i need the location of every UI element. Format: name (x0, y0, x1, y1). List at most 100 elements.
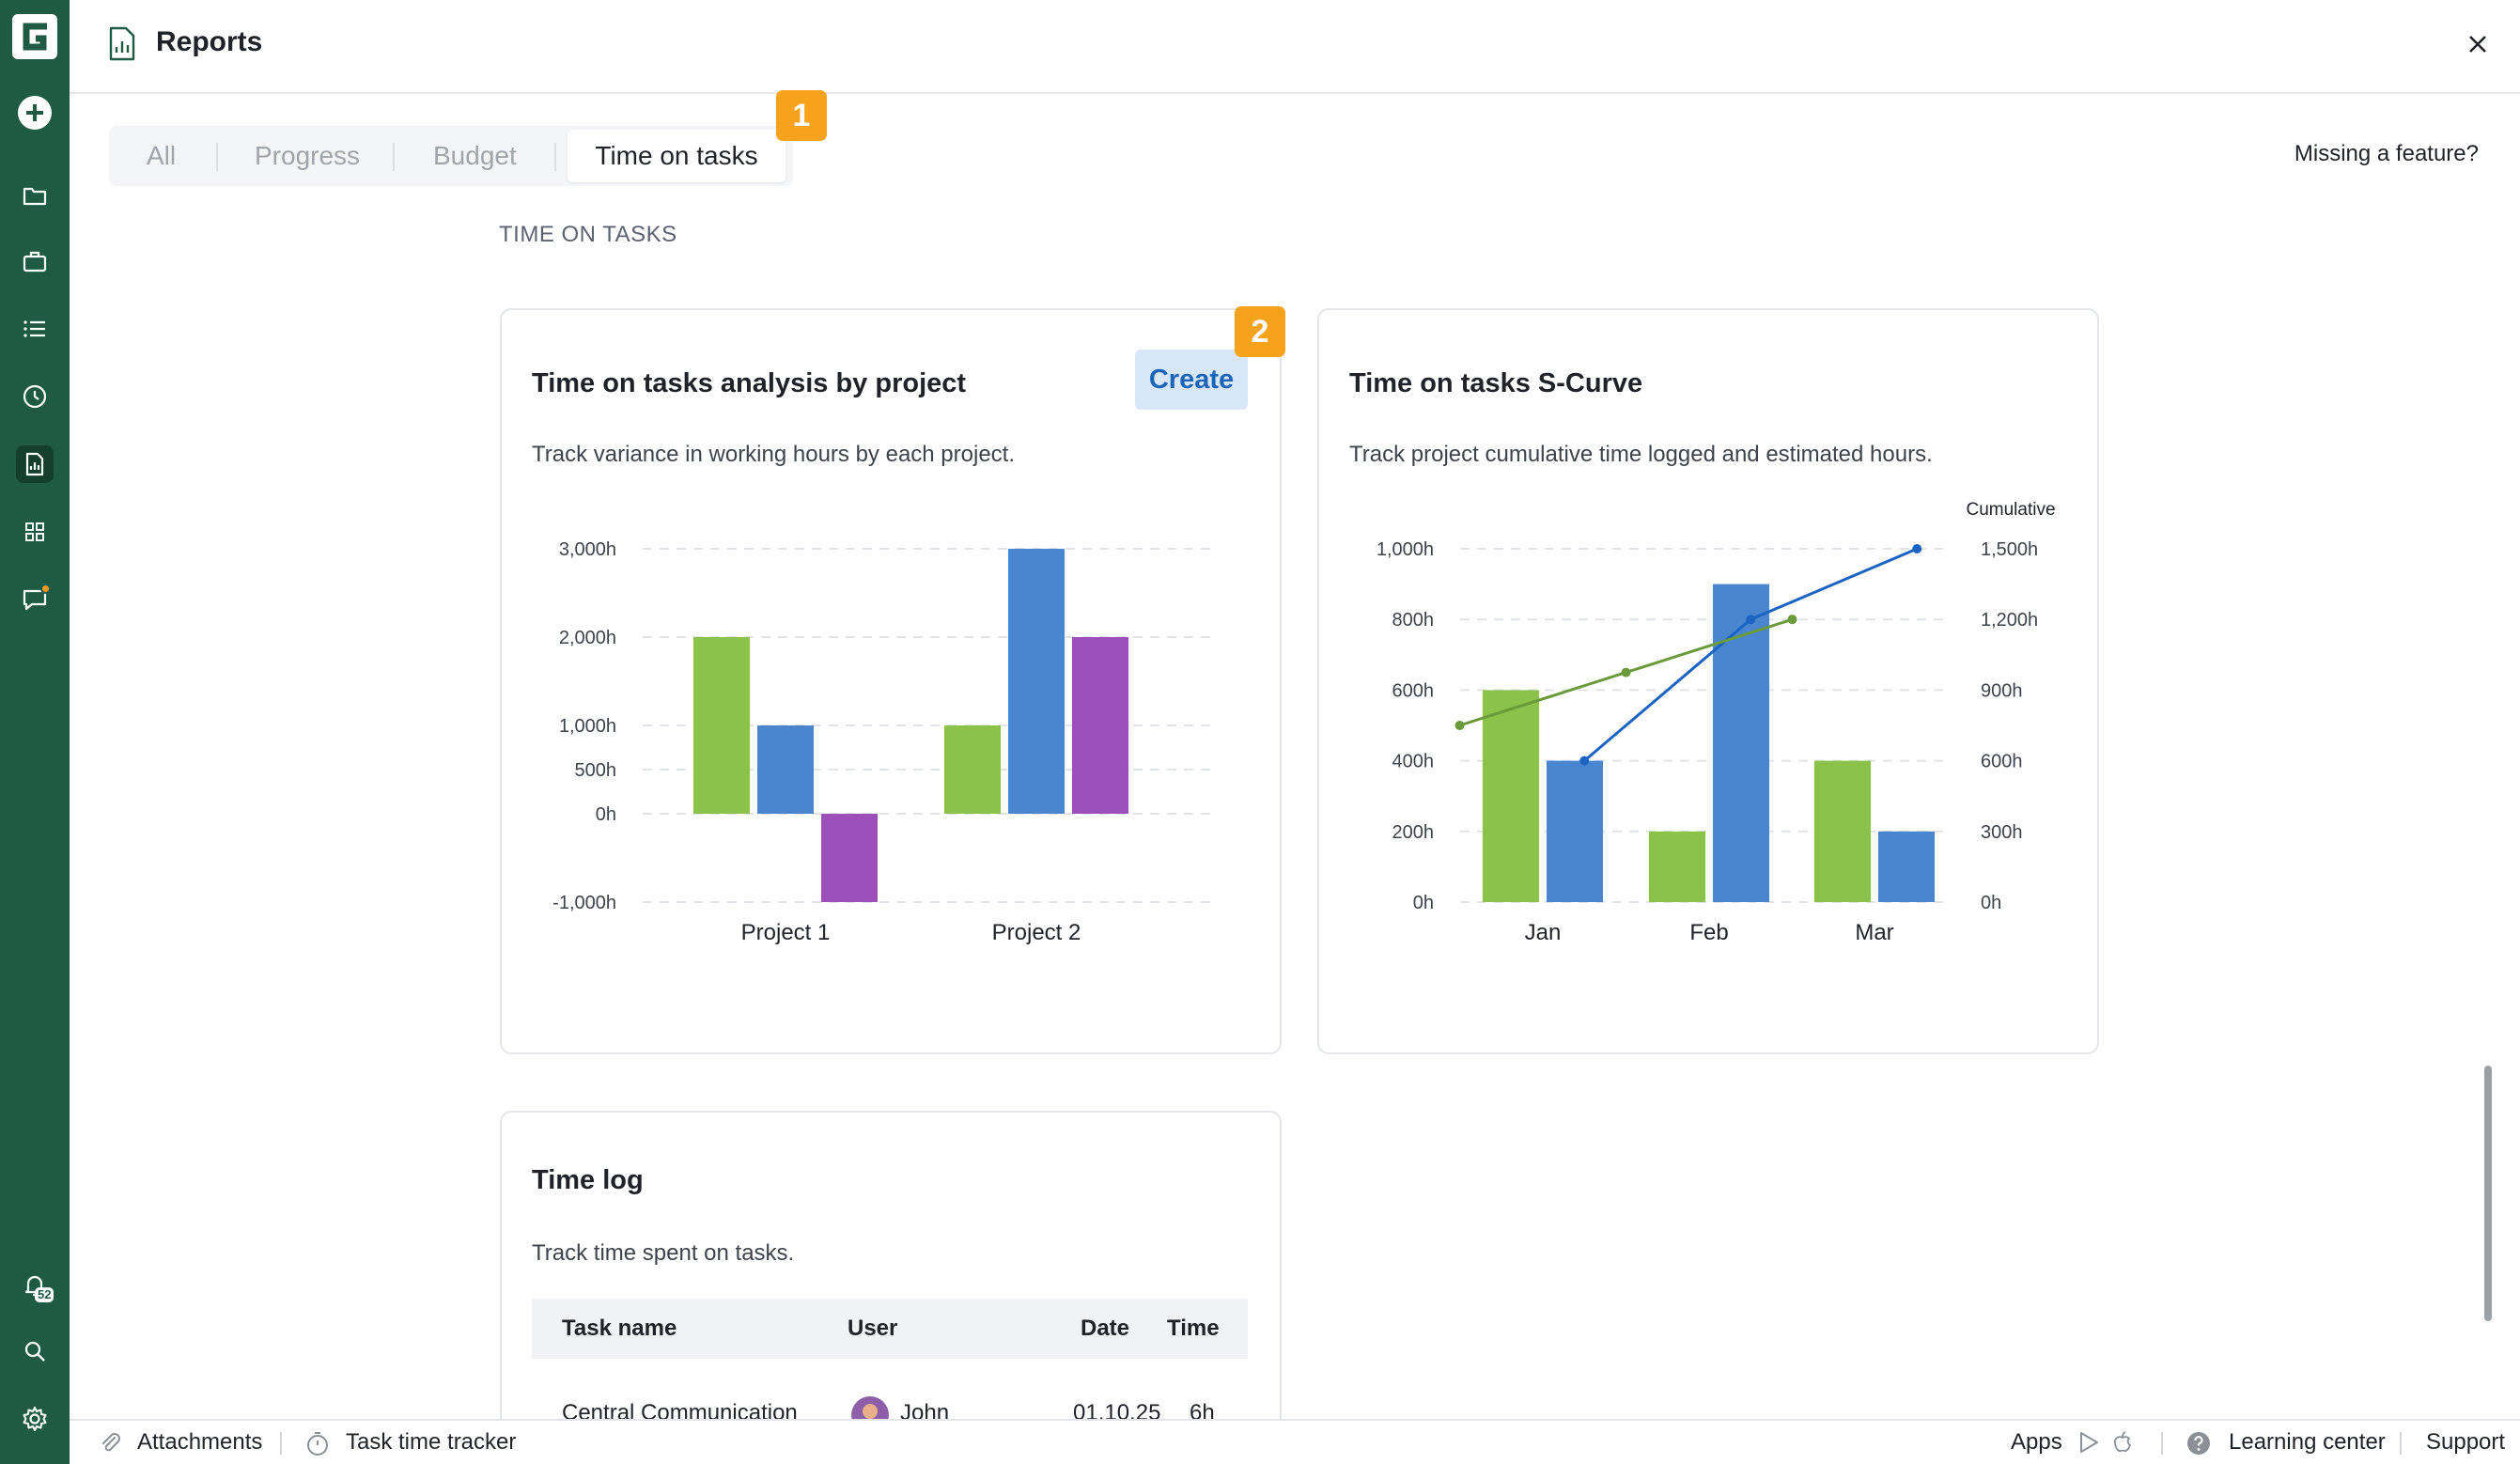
step-marker-1: 1 (776, 90, 827, 141)
footer-bar: Attachments Task time tracker Apps Learn… (70, 1419, 2520, 1464)
project-variance-bar-chart: 3,000h 2,000h 1,000h 500h 0h -1,000h Project 1… (552, 539, 1218, 945)
card-title: Time on tasks S-Curve (1349, 368, 1643, 398)
bar (944, 725, 1001, 814)
bar (1649, 831, 1705, 902)
y-tick-label: -1,000h (552, 893, 616, 913)
card-description: Track project cumulative time logged and… (1349, 442, 1933, 467)
tab-progress[interactable]: Progress (255, 141, 361, 170)
x-category-label: Jan (1525, 920, 1562, 945)
attachments-link[interactable]: Attachments (137, 1429, 263, 1455)
table-header: Task name User Date Time (532, 1299, 1248, 1359)
tab-time-on-tasks[interactable]: Time on tasks (568, 130, 786, 182)
tab-separator (554, 143, 556, 171)
bar (693, 637, 750, 814)
list-icon[interactable] (16, 310, 54, 348)
play-store-icon[interactable] (2077, 1430, 2101, 1459)
bar (1814, 760, 1871, 902)
add-icon[interactable] (16, 94, 54, 132)
right-axis-title: Cumulative (1966, 500, 2055, 520)
y-right-tick-label: 900h (1981, 680, 2023, 701)
x-category-label: Project 1 (741, 920, 831, 945)
x-category-label: Feb (1689, 920, 1728, 945)
y-right-tick-label: 600h (1981, 752, 2023, 772)
bell-icon[interactable]: 52 (16, 1267, 54, 1304)
apps-link[interactable]: Apps (2011, 1429, 2062, 1455)
y-tick-label: 1,000h (559, 716, 616, 737)
card-title: Time log (532, 1165, 644, 1195)
y-left-tick-label: 0h (1413, 893, 1434, 913)
vertical-scrollbar[interactable] (2484, 1066, 2492, 1321)
card-time-log: Time log Track time spent on tasks. Task… (500, 1111, 1282, 1464)
apple-icon[interactable] (2110, 1430, 2135, 1459)
bar (757, 725, 814, 814)
reports-icon[interactable] (16, 445, 54, 483)
y-tick-label: 500h (575, 760, 617, 781)
page-header: Reports (70, 0, 2520, 94)
y-left-tick-label: 1,000h (1377, 539, 1434, 560)
footer-separator (2161, 1432, 2163, 1455)
column-header-user[interactable]: User (848, 1316, 898, 1341)
y-left-tick-label: 600h (1392, 680, 1435, 701)
section-title: TIME ON TASKS (499, 222, 677, 247)
report-document-icon (107, 26, 137, 67)
bar (1072, 637, 1128, 814)
notification-count-badge: 52 (35, 1287, 54, 1302)
task-time-tracker-link[interactable]: Task time tracker (346, 1429, 517, 1455)
x-category-label: Project 2 (992, 920, 1081, 945)
card-s-curve: Time on tasks S-Curve Track project cumu… (1317, 308, 2099, 1054)
column-header-date[interactable]: Date (1081, 1316, 1130, 1341)
y-left-tick-label: 400h (1392, 752, 1435, 772)
y-left-tick-label: 200h (1392, 822, 1435, 843)
app-logo[interactable] (9, 11, 60, 62)
x-category-label: Mar (1855, 920, 1893, 945)
missing-feature-link[interactable]: Missing a feature? (2294, 141, 2479, 166)
folder-icon[interactable] (16, 177, 54, 214)
line-point (1579, 755, 1590, 766)
y-right-tick-label: 0h (1981, 893, 2001, 913)
tab-separator (216, 143, 218, 171)
bar (1008, 549, 1065, 814)
bar (1878, 831, 1935, 902)
tab-separator (393, 143, 395, 171)
column-header-time[interactable]: Time (1167, 1316, 1220, 1341)
y-right-tick-label: 1,200h (1981, 610, 2038, 631)
y-right-tick-label: 1,500h (1981, 539, 2038, 560)
learning-center-link[interactable]: Learning center (2229, 1429, 2386, 1455)
card-description: Track time spent on tasks. (532, 1240, 795, 1266)
bar (1483, 690, 1539, 902)
line-point (1621, 667, 1631, 677)
bar (1713, 584, 1769, 902)
tab-all[interactable]: All (147, 141, 177, 170)
create-button[interactable]: Create (1135, 350, 1248, 410)
left-rail: 52 (0, 0, 70, 1464)
search-icon[interactable] (16, 1332, 54, 1370)
close-icon[interactable] (2462, 28, 2494, 60)
line-point (1454, 721, 1465, 730)
y-tick-label: 2,000h (559, 628, 616, 648)
support-link[interactable]: Support (2426, 1429, 2506, 1455)
page-title: Reports (156, 26, 263, 57)
s-curve-chart: 1,000h 800h 600h 400h 200h 0h 1,500h 1,200h 900h… (1377, 500, 2056, 945)
clock-icon[interactable] (16, 378, 54, 415)
card-description: Track variance in working hours by each … (532, 442, 1016, 467)
bar (1547, 760, 1603, 902)
help-icon (2186, 1430, 2212, 1461)
bar (821, 814, 878, 902)
line-point (1746, 615, 1756, 625)
y-right-tick-label: 300h (1981, 822, 2023, 843)
y-tick-label: 0h (596, 804, 616, 825)
step-marker-2: 2 (1235, 306, 1285, 357)
footer-separator (2400, 1432, 2402, 1455)
card-time-analysis-by-project: Time on tasks analysis by project Create… (500, 308, 1282, 1054)
apps-grid-icon[interactable] (16, 513, 54, 551)
chat-icon[interactable] (16, 581, 54, 618)
chat-notification-dot (40, 584, 51, 594)
briefcase-icon[interactable] (16, 242, 54, 280)
tab-budget[interactable]: Budget (433, 141, 517, 170)
footer-separator (280, 1432, 282, 1455)
column-header-task-name[interactable]: Task name (562, 1316, 677, 1341)
gear-icon[interactable] (16, 1400, 54, 1438)
y-tick-label: 3,000h (559, 539, 616, 560)
paperclip-icon (98, 1430, 122, 1459)
y-left-tick-label: 800h (1392, 610, 1435, 631)
